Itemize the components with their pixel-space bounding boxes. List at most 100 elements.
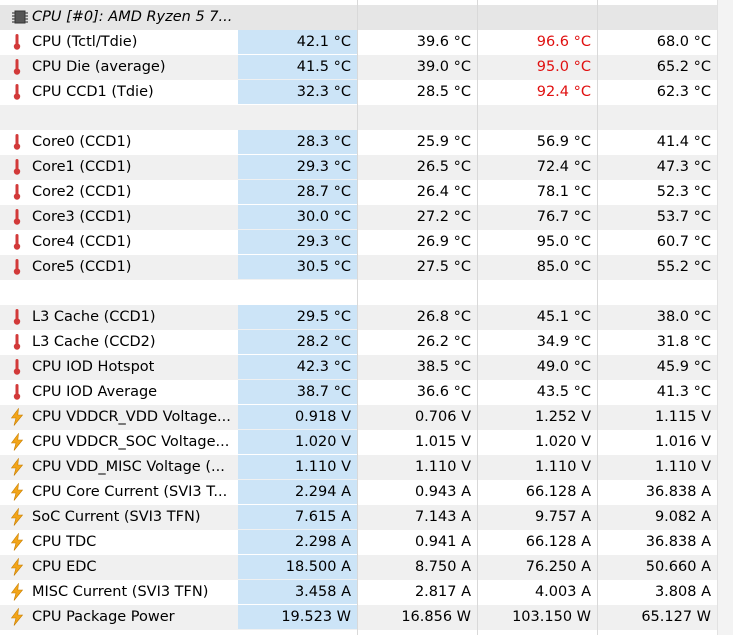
- current-value: 0.918 V: [238, 405, 357, 429]
- max-value: 66.128 A: [525, 484, 591, 500]
- min-value: 25.9 °C: [416, 134, 471, 150]
- avg-value: 3.808 A: [654, 584, 711, 600]
- sensor-row[interactable]: CPU Package Power 19.523 W 16.856 W 103.150…: [0, 605, 733, 630]
- sensor-row[interactable]: CPU VDDCR_SOC Voltage... 1.020 V 1.015 V 1.…: [0, 430, 733, 455]
- sensor-label: CPU (Tctl/Tdie): [32, 34, 138, 50]
- max-value: 66.128 A: [525, 534, 591, 550]
- sensor-row[interactable]: CPU Die (average) 41.5 °C 39.0 °C 95.0 °C 65…: [0, 55, 733, 80]
- sensor-row[interactable]: SoC Current (SVI3 TFN) 7.615 A 7.143 A 9.75…: [0, 505, 733, 530]
- max-value: 72.4 °C: [536, 159, 591, 175]
- current-value: 2.294 A: [238, 480, 357, 504]
- sensor-row[interactable]: Core4 (CCD1) 29.3 °C 26.9 °C 95.0 °C 60.7 °C: [0, 230, 733, 255]
- sensor-row[interactable]: Core5 (CCD1) 30.5 °C 27.5 °C 85.0 °C 55.2 °C: [0, 255, 733, 280]
- sensor-row[interactable]: CPU TDC 2.298 A 0.941 A 66.128 A 36.838 A: [0, 530, 733, 555]
- thermometer-icon: [8, 258, 26, 276]
- sensor-row[interactable]: Core0 (CCD1) 28.3 °C 25.9 °C 56.9 °C 41.4 °C: [0, 130, 733, 155]
- current-value: 38.7 °C: [238, 380, 357, 404]
- min-value: 26.2 °C: [416, 334, 471, 350]
- max-value: 76.250 A: [525, 559, 591, 575]
- lightning-bolt-icon: [8, 457, 26, 476]
- min-value: 1.015 V: [414, 434, 471, 450]
- max-value: 85.0 °C: [536, 259, 591, 275]
- avg-value: 41.3 °C: [656, 384, 711, 400]
- sensor-label: Core5 (CCD1): [32, 259, 132, 275]
- empty-cell: [238, 280, 357, 304]
- sensor-label: Core1 (CCD1): [32, 159, 132, 175]
- min-value: 8.750 A: [414, 559, 471, 575]
- min-value: 7.143 A: [414, 509, 471, 525]
- thermometer-icon: [8, 358, 26, 376]
- max-value: 1.110 V: [534, 459, 591, 475]
- column-divider: [597, 0, 598, 635]
- sensor-label: CPU EDC: [32, 559, 97, 575]
- sensor-row[interactable]: CPU VDD_MISC Voltage (... 1.110 V 1.110 V 1…: [0, 455, 733, 480]
- current-value: 28.7 °C: [238, 180, 357, 204]
- max-value: 95.0 °C: [536, 59, 591, 75]
- min-value: 0.941 A: [414, 534, 471, 550]
- avg-value: 36.838 A: [645, 484, 711, 500]
- current-value: 1.110 V: [238, 455, 357, 479]
- lightning-bolt-icon: [8, 607, 26, 626]
- max-value: 78.1 °C: [536, 184, 591, 200]
- min-value: 39.0 °C: [416, 59, 471, 75]
- current-value: 1.020 V: [238, 430, 357, 454]
- avg-value: 45.9 °C: [656, 359, 711, 375]
- sensor-row[interactable]: L3 Cache (CCD2) 28.2 °C 26.2 °C 34.9 °C 31.8…: [0, 330, 733, 355]
- min-value: 0.706 V: [414, 409, 471, 425]
- avg-value: 1.110 V: [654, 459, 711, 475]
- sensor-row[interactable]: Core1 (CCD1) 29.3 °C 26.5 °C 72.4 °C 47.3 °C: [0, 155, 733, 180]
- sensor-row[interactable]: CPU IOD Hotspot 42.3 °C 38.5 °C 49.0 °C 45.9…: [0, 355, 733, 380]
- sensor-label: CPU Die (average): [32, 59, 166, 75]
- vertical-scrollbar[interactable]: [717, 0, 733, 635]
- max-value: 9.757 A: [534, 509, 591, 525]
- max-value: 34.9 °C: [536, 334, 591, 350]
- avg-value: 47.3 °C: [656, 159, 711, 175]
- sensor-row[interactable]: CPU (Tctl/Tdie) 42.1 °C 39.6 °C 96.6 °C 68.0…: [0, 30, 733, 55]
- thermometer-icon: [8, 158, 26, 176]
- avg-value: 68.0 °C: [656, 34, 711, 50]
- lightning-bolt-icon: [8, 432, 26, 451]
- avg-value: 55.2 °C: [656, 259, 711, 275]
- sensor-label: L3 Cache (CCD2): [32, 334, 156, 350]
- sensor-row[interactable]: MISC Current (SVI3 TFN) 3.458 A 2.817 A 4.0…: [0, 580, 733, 605]
- sensor-label: CPU VDDCR_VDD Voltage...: [32, 409, 231, 425]
- sensor-label: Core0 (CCD1): [32, 134, 132, 150]
- max-value: 1.252 V: [534, 409, 591, 425]
- chip-icon: [12, 10, 28, 24]
- lightning-bolt-icon: [8, 582, 26, 601]
- current-value: 29.5 °C: [238, 305, 357, 329]
- lightning-bolt-icon: [8, 482, 26, 501]
- min-value: 26.9 °C: [416, 234, 471, 250]
- sensor-label: CPU IOD Average: [32, 384, 158, 400]
- max-value: 49.0 °C: [536, 359, 591, 375]
- sensor-label: CPU IOD Hotspot: [32, 359, 155, 375]
- current-value: 18.500 A: [238, 555, 357, 579]
- sensor-row[interactable]: CPU IOD Average 38.7 °C 36.6 °C 43.5 °C 41.3…: [0, 380, 733, 405]
- current-value: 3.458 A: [238, 580, 357, 604]
- sensor-row[interactable]: CPU EDC 18.500 A 8.750 A 76.250 A 50.660 A: [0, 555, 733, 580]
- min-value: 28.5 °C: [416, 84, 471, 100]
- max-value: 96.6 °C: [536, 34, 591, 50]
- max-value: 103.150 W: [512, 609, 591, 625]
- spacer-row: [0, 280, 733, 305]
- thermometer-icon: [8, 333, 26, 351]
- sensor-row[interactable]: Core2 (CCD1) 28.7 °C 26.4 °C 78.1 °C 52.3 °C: [0, 180, 733, 205]
- avg-value: 1.016 V: [654, 434, 711, 450]
- lightning-bolt-icon: [8, 532, 26, 551]
- sensor-row[interactable]: L3 Cache (CCD1) 29.5 °C 26.8 °C 45.1 °C 38.0…: [0, 305, 733, 330]
- sensor-row[interactable]: CPU Core Current (SVI3 T... 2.294 A 0.943 …: [0, 480, 733, 505]
- min-value: 27.5 °C: [416, 259, 471, 275]
- sensor-row[interactable]: Core3 (CCD1) 30.0 °C 27.2 °C 76.7 °C 53.7 °C: [0, 205, 733, 230]
- group-header-row[interactable]: CPU [#0]: AMD Ryzen 5 7...: [0, 5, 733, 30]
- sensor-label: Core4 (CCD1): [32, 234, 132, 250]
- sensor-label: SoC Current (SVI3 TFN): [32, 509, 201, 525]
- sensor-row[interactable]: CPU VDDCR_VDD Voltage... 0.918 V 0.706 V 1.…: [0, 405, 733, 430]
- current-value: 41.5 °C: [238, 55, 357, 79]
- current-value: 42.3 °C: [238, 355, 357, 379]
- min-value: 2.817 A: [414, 584, 471, 600]
- sensor-row[interactable]: CPU CCD1 (Tdie) 32.3 °C 28.5 °C 92.4 °C 62.3…: [0, 80, 733, 105]
- sensor-label: CPU CCD1 (Tdie): [32, 84, 154, 100]
- thermometer-icon: [8, 33, 26, 51]
- max-value: 92.4 °C: [536, 84, 591, 100]
